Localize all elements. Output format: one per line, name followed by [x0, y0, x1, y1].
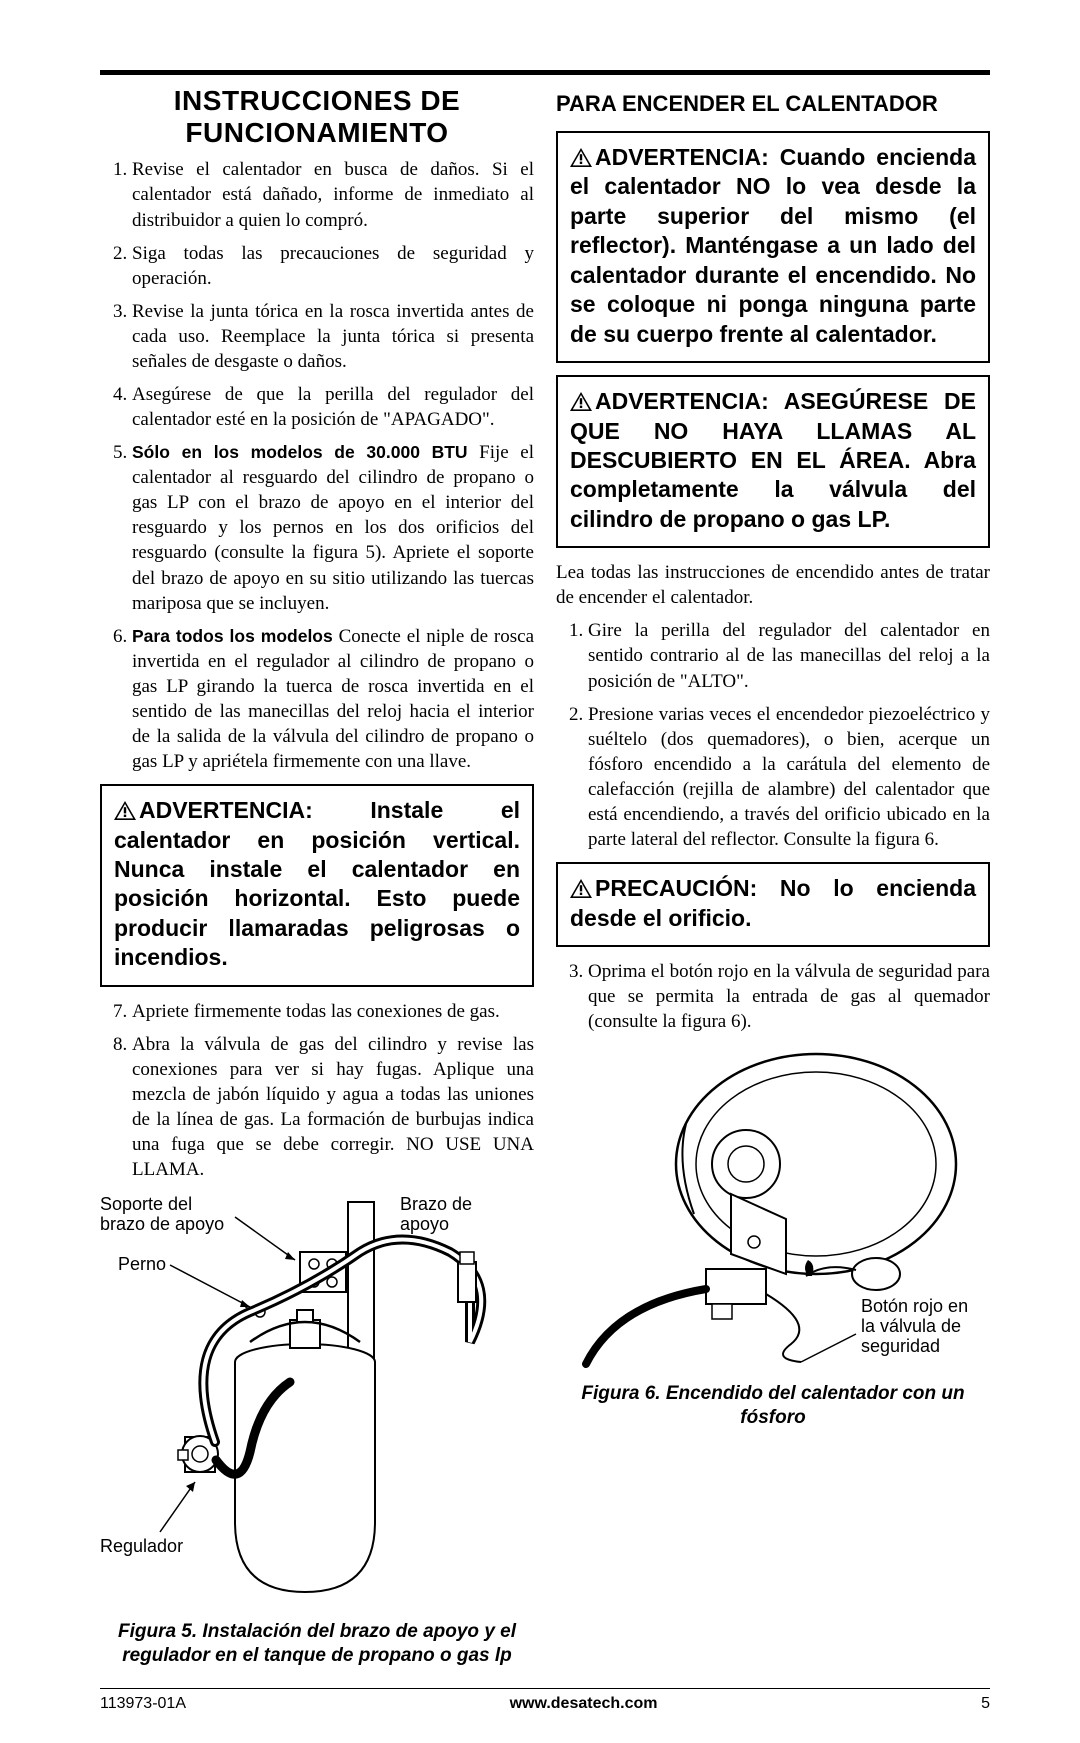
fig5-label-soporte2: brazo de apoyo — [100, 1214, 224, 1234]
item-lead: Sólo en los modelos de 30.000 BTU — [132, 442, 468, 462]
top-rule — [100, 70, 990, 75]
figure-6-caption: Figura 6. Encendido del calentador con u… — [556, 1382, 990, 1430]
list-item: Presione varias veces el encendedor piez… — [588, 702, 990, 852]
warning-box: ADVERTENCIA: Cuando encienda el calentad… — [556, 131, 990, 363]
warning-icon — [114, 801, 136, 820]
figure-5-svg: Soporte del brazo de apoyo Brazo de apoy… — [100, 1192, 530, 1612]
warning-body: ADVERTENCIA: Cuando encienda el calentad… — [570, 144, 976, 347]
list-item: Abra la válvula de gas del cilindro y re… — [132, 1032, 534, 1182]
two-column-layout: INSTRUCCIONES DE FUNCIONAMIENTO Revise e… — [100, 81, 990, 1668]
footer-url: www.desatech.com — [510, 1695, 658, 1713]
fig5-label-brazo2: apoyo — [400, 1214, 449, 1234]
warning-icon — [570, 392, 592, 411]
figure-5: Soporte del brazo de apoyo Brazo de apoy… — [100, 1192, 534, 1668]
list-item: Asegúrese de que la perilla del regulado… — [132, 382, 534, 432]
fig5-label-brazo: Brazo de — [400, 1194, 472, 1214]
fig6-label-1: Botón rojo en — [861, 1296, 968, 1316]
warning-text: ADVERTENCIA: ASEGÚRESE DE QUE NO HAYA LL… — [570, 387, 976, 534]
list-item: Oprima el botón rojo en la válvula de se… — [588, 959, 990, 1034]
left-column: INSTRUCCIONES DE FUNCIONAMIENTO Revise e… — [100, 81, 534, 1668]
warning-icon — [570, 148, 592, 167]
fig5-label-soporte: Soporte del — [100, 1194, 192, 1214]
fig5-label-perno: Perno — [118, 1254, 166, 1274]
page-title: INSTRUCCIONES DE FUNCIONAMIENTO — [100, 85, 534, 149]
setup-list-b: Apriete firmemente todas las conexiones … — [100, 999, 534, 1183]
item-lead: Para todos los modelos — [132, 626, 333, 646]
list-item: Para todos los modelos Conecte el niple … — [132, 624, 534, 774]
setup-list-a: Revise el calentador en busca de daños. … — [100, 157, 534, 774]
caution-body: PRECAUCIÓN: No lo encienda desde el orif… — [570, 875, 976, 930]
list-item: Sólo en los modelos de 30.000 BTU Fije e… — [132, 440, 534, 616]
caution-text: PRECAUCIÓN: No lo encienda desde el orif… — [570, 874, 976, 933]
warning-text: ADVERTENCIA: Instale el calentador en po… — [114, 796, 520, 973]
lighting-list-d: Oprima el botón rojo en la válvula de se… — [556, 959, 990, 1034]
lighting-list-c: Gire la perilla del regulador del calent… — [556, 618, 990, 852]
warning-body: ADVERTENCIA: Instale el calentador en po… — [114, 797, 520, 970]
right-column: PARA ENCENDER EL CALENTADOR ADVERTENCIA:… — [556, 81, 990, 1668]
list-item: Apriete firmemente todas las conexiones … — [132, 999, 534, 1024]
figure-6: Botón rojo en la válvula de seguridad Fi… — [556, 1044, 990, 1430]
caution-box: PRECAUCIÓN: No lo encienda desde el orif… — [556, 862, 990, 947]
list-item: Gire la perilla del regulador del calent… — [588, 618, 990, 693]
figure-6-svg: Botón rojo en la válvula de seguridad — [556, 1044, 986, 1374]
footer-doc-code: 113973-01A — [100, 1695, 186, 1713]
item-body: Conecte el niple de rosca invertida en e… — [132, 626, 534, 772]
footer-page-number: 5 — [981, 1695, 990, 1713]
list-item: Revise la junta tórica en la rosca inver… — [132, 299, 534, 374]
fig6-label-3: seguridad — [861, 1336, 940, 1356]
warning-icon — [570, 879, 592, 898]
intro-paragraph: Lea todas las instrucciones de encendido… — [556, 560, 990, 610]
warning-text: ADVERTENCIA: Cuando encienda el calentad… — [570, 143, 976, 349]
figure-5-caption: Figura 5. Instalación del brazo de apoyo… — [100, 1620, 534, 1668]
item-body: Fije el calentador al resguardo del cili… — [132, 442, 534, 613]
right-subhead: PARA ENCENDER EL CALENTADOR — [556, 91, 990, 117]
page-footer: 113973-01A www.desatech.com 5 — [100, 1688, 990, 1713]
list-item: Revise el calentador en busca de daños. … — [132, 157, 534, 232]
warning-box: ADVERTENCIA: ASEGÚRESE DE QUE NO HAYA LL… — [556, 375, 990, 548]
warning-box: ADVERTENCIA: Instale el calentador en po… — [100, 784, 534, 987]
fig6-label-2: la válvula de — [861, 1316, 961, 1336]
list-item: Siga todas las precauciones de seguridad… — [132, 241, 534, 291]
fig5-label-regulador: Regulador — [100, 1536, 183, 1556]
